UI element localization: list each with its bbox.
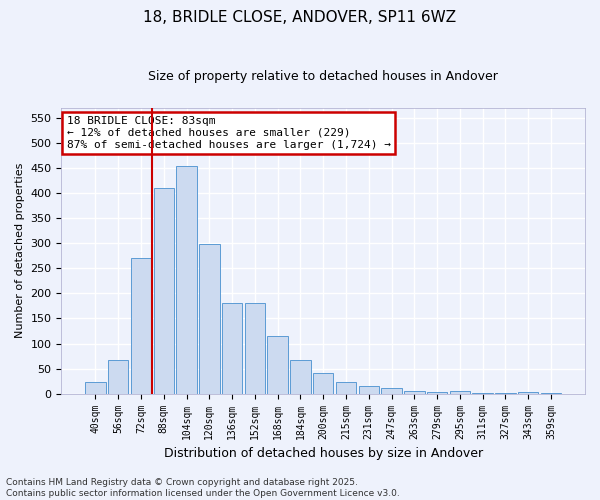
Bar	[154, 188, 174, 394]
Y-axis label: Number of detached properties: Number of detached properties	[15, 163, 25, 338]
Bar	[199, 244, 220, 394]
Bar	[336, 382, 356, 394]
Bar	[427, 392, 448, 394]
Bar	[359, 386, 379, 394]
Bar	[518, 392, 538, 394]
Bar	[313, 372, 334, 394]
Bar	[222, 304, 242, 394]
Bar	[472, 392, 493, 394]
Title: Size of property relative to detached houses in Andover: Size of property relative to detached ho…	[148, 70, 498, 83]
Bar	[290, 360, 311, 394]
Text: 18 BRIDLE CLOSE: 83sqm
← 12% of detached houses are smaller (229)
87% of semi-de: 18 BRIDLE CLOSE: 83sqm ← 12% of detached…	[67, 116, 391, 150]
Text: Contains HM Land Registry data © Crown copyright and database right 2025.
Contai: Contains HM Land Registry data © Crown c…	[6, 478, 400, 498]
Bar	[404, 391, 425, 394]
Bar	[176, 166, 197, 394]
Bar	[245, 304, 265, 394]
Bar	[449, 390, 470, 394]
X-axis label: Distribution of detached houses by size in Andover: Distribution of detached houses by size …	[164, 447, 483, 460]
Bar	[495, 393, 515, 394]
Text: 18, BRIDLE CLOSE, ANDOVER, SP11 6WZ: 18, BRIDLE CLOSE, ANDOVER, SP11 6WZ	[143, 10, 457, 25]
Bar	[108, 360, 128, 394]
Bar	[381, 388, 402, 394]
Bar	[131, 258, 151, 394]
Bar	[541, 392, 561, 394]
Bar	[268, 336, 288, 394]
Bar	[85, 382, 106, 394]
